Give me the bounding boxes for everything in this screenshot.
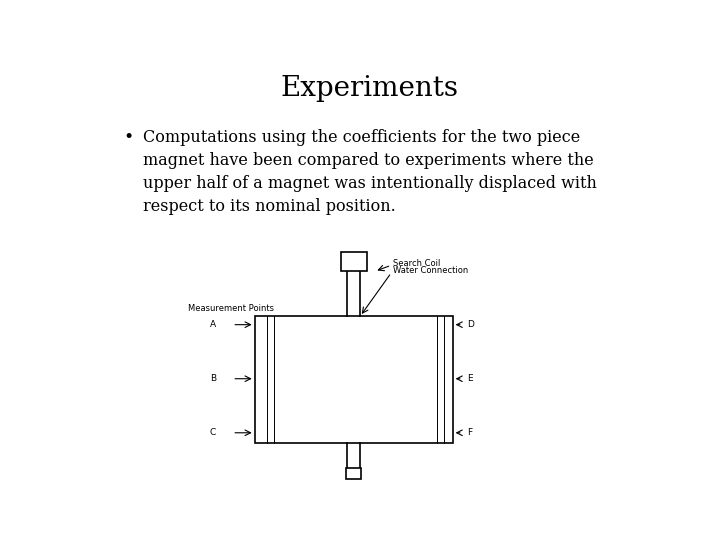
Bar <box>346 468 361 478</box>
Text: Measurement Points: Measurement Points <box>188 303 274 313</box>
Text: D: D <box>467 320 474 329</box>
Bar <box>341 252 366 271</box>
Text: C: C <box>210 428 216 437</box>
Bar <box>255 316 453 443</box>
Text: •: • <box>124 129 134 146</box>
Text: Search Coil: Search Coil <box>393 259 441 268</box>
Text: respect to its nominal position.: respect to its nominal position. <box>143 198 396 215</box>
Text: A: A <box>210 320 216 329</box>
Text: magnet have been compared to experiments where the: magnet have been compared to experiments… <box>143 152 594 169</box>
Text: Water Connection: Water Connection <box>393 266 468 275</box>
Text: E: E <box>467 374 472 383</box>
Text: B: B <box>210 374 216 383</box>
Text: upper half of a magnet was intentionally displaced with: upper half of a magnet was intentionally… <box>143 175 597 192</box>
Text: F: F <box>467 428 472 437</box>
Text: Computations using the coefficients for the two piece: Computations using the coefficients for … <box>143 129 580 146</box>
Text: Experiments: Experiments <box>280 75 458 102</box>
